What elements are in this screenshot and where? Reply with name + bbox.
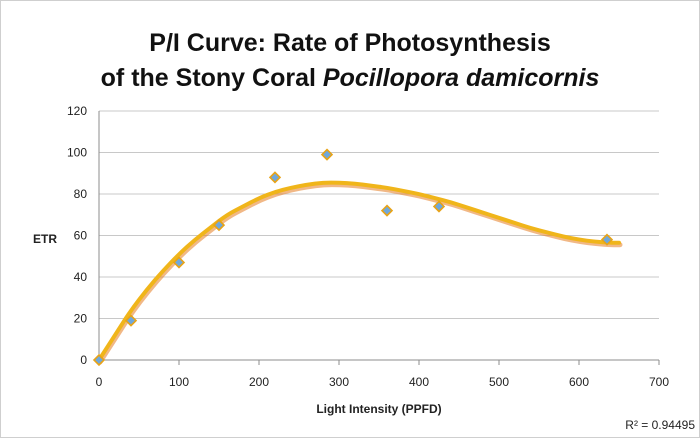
x-tick-label: 600 — [569, 375, 589, 389]
data-point — [268, 171, 282, 184]
x-tick-label: 200 — [249, 375, 269, 389]
chart-title-line1: P/I Curve: Rate of Photosynthesis — [149, 29, 550, 57]
y-tick-label: 60 — [74, 229, 88, 243]
data-point — [124, 314, 138, 327]
x-tick-label: 400 — [409, 375, 429, 389]
axis-layer — [98, 111, 660, 365]
x-tick-label: 100 — [169, 375, 189, 389]
y-tick-label: 100 — [67, 146, 87, 160]
x-axis-label: Light Intensity (PPFD) — [316, 402, 441, 416]
tick-layer: 0 20 40 60 80 100 120 0 100 200 300 400 500 600 700 — [67, 104, 669, 389]
chart-title-line2-prefix: of the Stony Coral — [101, 64, 323, 92]
x-tick-label: 500 — [489, 375, 509, 389]
y-tick-label: 120 — [67, 104, 87, 118]
trendline-shadow — [97, 182, 623, 365]
data-point — [380, 204, 394, 217]
data-point — [172, 256, 186, 269]
trendline — [97, 180, 621, 362]
data-point — [432, 200, 446, 213]
x-tick-label: 700 — [649, 375, 669, 389]
x-tick-label: 300 — [329, 375, 349, 389]
chart-title-line2: of the Stony Coral Pocillopora damicorni… — [101, 64, 600, 92]
point-layer — [92, 148, 614, 367]
data-point — [600, 233, 614, 246]
y-tick-label: 40 — [74, 270, 88, 284]
x-tick-label: 0 — [96, 375, 103, 389]
y-tick-label: 80 — [74, 187, 88, 201]
trendline-layer — [97, 180, 623, 365]
grid-layer — [99, 110, 659, 319]
data-point — [92, 353, 106, 367]
data-point — [212, 218, 226, 232]
r-squared-annotation: R² = 0.94495 — [625, 418, 695, 432]
y-tick-label: 0 — [80, 353, 87, 367]
chart-title-species: Pocillopora damicornis — [323, 64, 600, 92]
y-tick-label: 20 — [74, 312, 88, 326]
data-point — [320, 148, 334, 161]
y-axis-label: ETR — [33, 232, 57, 246]
